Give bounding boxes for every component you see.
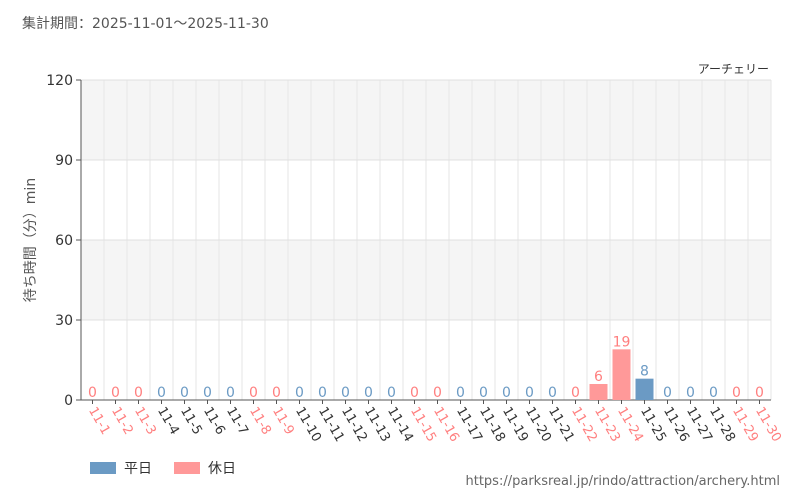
data-label: 0 — [180, 385, 189, 401]
legend-label-holiday: 休日 — [208, 461, 236, 477]
bar — [635, 378, 654, 400]
data-label: 0 — [410, 385, 419, 401]
data-label: 0 — [571, 385, 580, 401]
data-label: 6 — [594, 369, 603, 385]
legend-swatch-holiday — [174, 462, 200, 474]
data-label: 0 — [502, 385, 511, 401]
data-label: 0 — [732, 385, 741, 401]
y-axis-label: 待ち時間（分）min — [23, 178, 39, 302]
data-label: 8 — [640, 364, 649, 380]
bar — [589, 384, 608, 400]
y-tick-label: 120 — [46, 73, 73, 89]
period-label: 集計期間：2025-11-01〜2025-11-30 — [22, 16, 269, 32]
data-label: 0 — [364, 385, 373, 401]
data-label: 0 — [755, 385, 764, 401]
data-label: 0 — [295, 385, 304, 401]
data-label: 0 — [663, 385, 672, 401]
data-label: 0 — [525, 385, 534, 401]
x-tick-label: 11-4 — [154, 405, 182, 438]
data-label: 0 — [249, 385, 258, 401]
data-label: 0 — [157, 385, 166, 401]
x-tick-label: 11-8 — [246, 405, 274, 438]
data-label: 0 — [479, 385, 488, 401]
x-tick-label: 11-5 — [177, 405, 205, 438]
data-label: 0 — [318, 385, 327, 401]
x-tick-label: 11-9 — [269, 405, 297, 438]
data-label: 19 — [613, 334, 631, 350]
data-label: 0 — [134, 385, 143, 401]
data-label: 0 — [88, 385, 97, 401]
x-tick-label: 11-6 — [200, 405, 228, 438]
x-tick-label: 11-7 — [223, 405, 251, 438]
legend: 平日 休日 — [90, 458, 258, 478]
legend-label-weekday: 平日 — [124, 461, 152, 477]
data-label: 0 — [387, 385, 396, 401]
x-tick-label: 11-2 — [108, 405, 136, 438]
data-label: 0 — [203, 385, 212, 401]
y-tick-label: 90 — [55, 153, 73, 169]
data-label: 0 — [341, 385, 350, 401]
legend-swatch-weekday — [90, 462, 116, 474]
data-label: 0 — [456, 385, 465, 401]
data-label: 0 — [548, 385, 557, 401]
data-label: 0 — [686, 385, 695, 401]
data-label: 0 — [433, 385, 442, 401]
legend-item-weekday: 平日 — [90, 458, 152, 478]
data-label: 0 — [709, 385, 718, 401]
source-url: https://parksreal.jp/rindo/attraction/ar… — [465, 474, 781, 489]
chart-title: アーチェリー — [698, 62, 769, 76]
legend-item-holiday: 休日 — [174, 458, 236, 478]
bar — [612, 349, 631, 400]
data-label: 0 — [226, 385, 235, 401]
y-tick-label: 30 — [55, 313, 73, 329]
x-tick-label: 11-1 — [85, 405, 113, 438]
y-tick-label: 60 — [55, 233, 73, 249]
x-tick-label: 11-3 — [131, 405, 159, 438]
y-tick-label: 0 — [64, 393, 73, 409]
data-label: 0 — [111, 385, 120, 401]
data-label: 0 — [272, 385, 281, 401]
